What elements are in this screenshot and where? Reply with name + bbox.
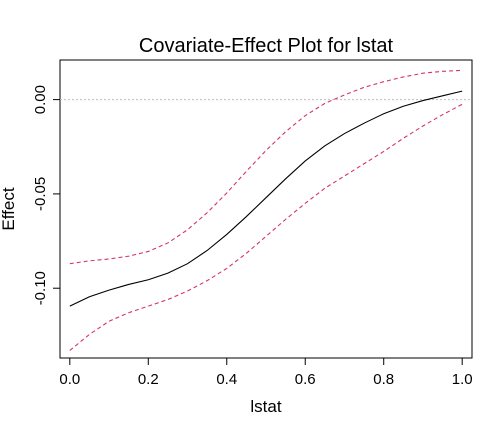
effect-curve bbox=[69, 90, 463, 307]
x-tick-label: 0.4 bbox=[216, 371, 237, 388]
x-tick-label: 0.8 bbox=[373, 371, 394, 388]
plot-frame bbox=[59, 59, 473, 359]
y-tick-label: 0.00 bbox=[32, 85, 49, 114]
y-axis-label: Effect bbox=[0, 187, 18, 230]
x-axis-label: lstat bbox=[250, 397, 281, 416]
chart-title: Covariate-Effect Plot for lstat bbox=[139, 35, 394, 57]
y-tick-label: -0.10 bbox=[32, 271, 49, 305]
x-tick-label: 1.0 bbox=[452, 371, 473, 388]
x-tick-label: 0.6 bbox=[295, 371, 316, 388]
x-tick-label: 0.2 bbox=[138, 371, 159, 388]
lower-band-curve bbox=[69, 103, 463, 351]
x-tick-label: 0.0 bbox=[59, 371, 80, 388]
plot-area: 0.0 0.2 0.4 0.6 0.8 1.0 0.00 -0.05 -0.10 bbox=[32, 59, 473, 388]
upper-band-curve bbox=[69, 69, 463, 265]
y-tick-label: -0.05 bbox=[32, 177, 49, 211]
